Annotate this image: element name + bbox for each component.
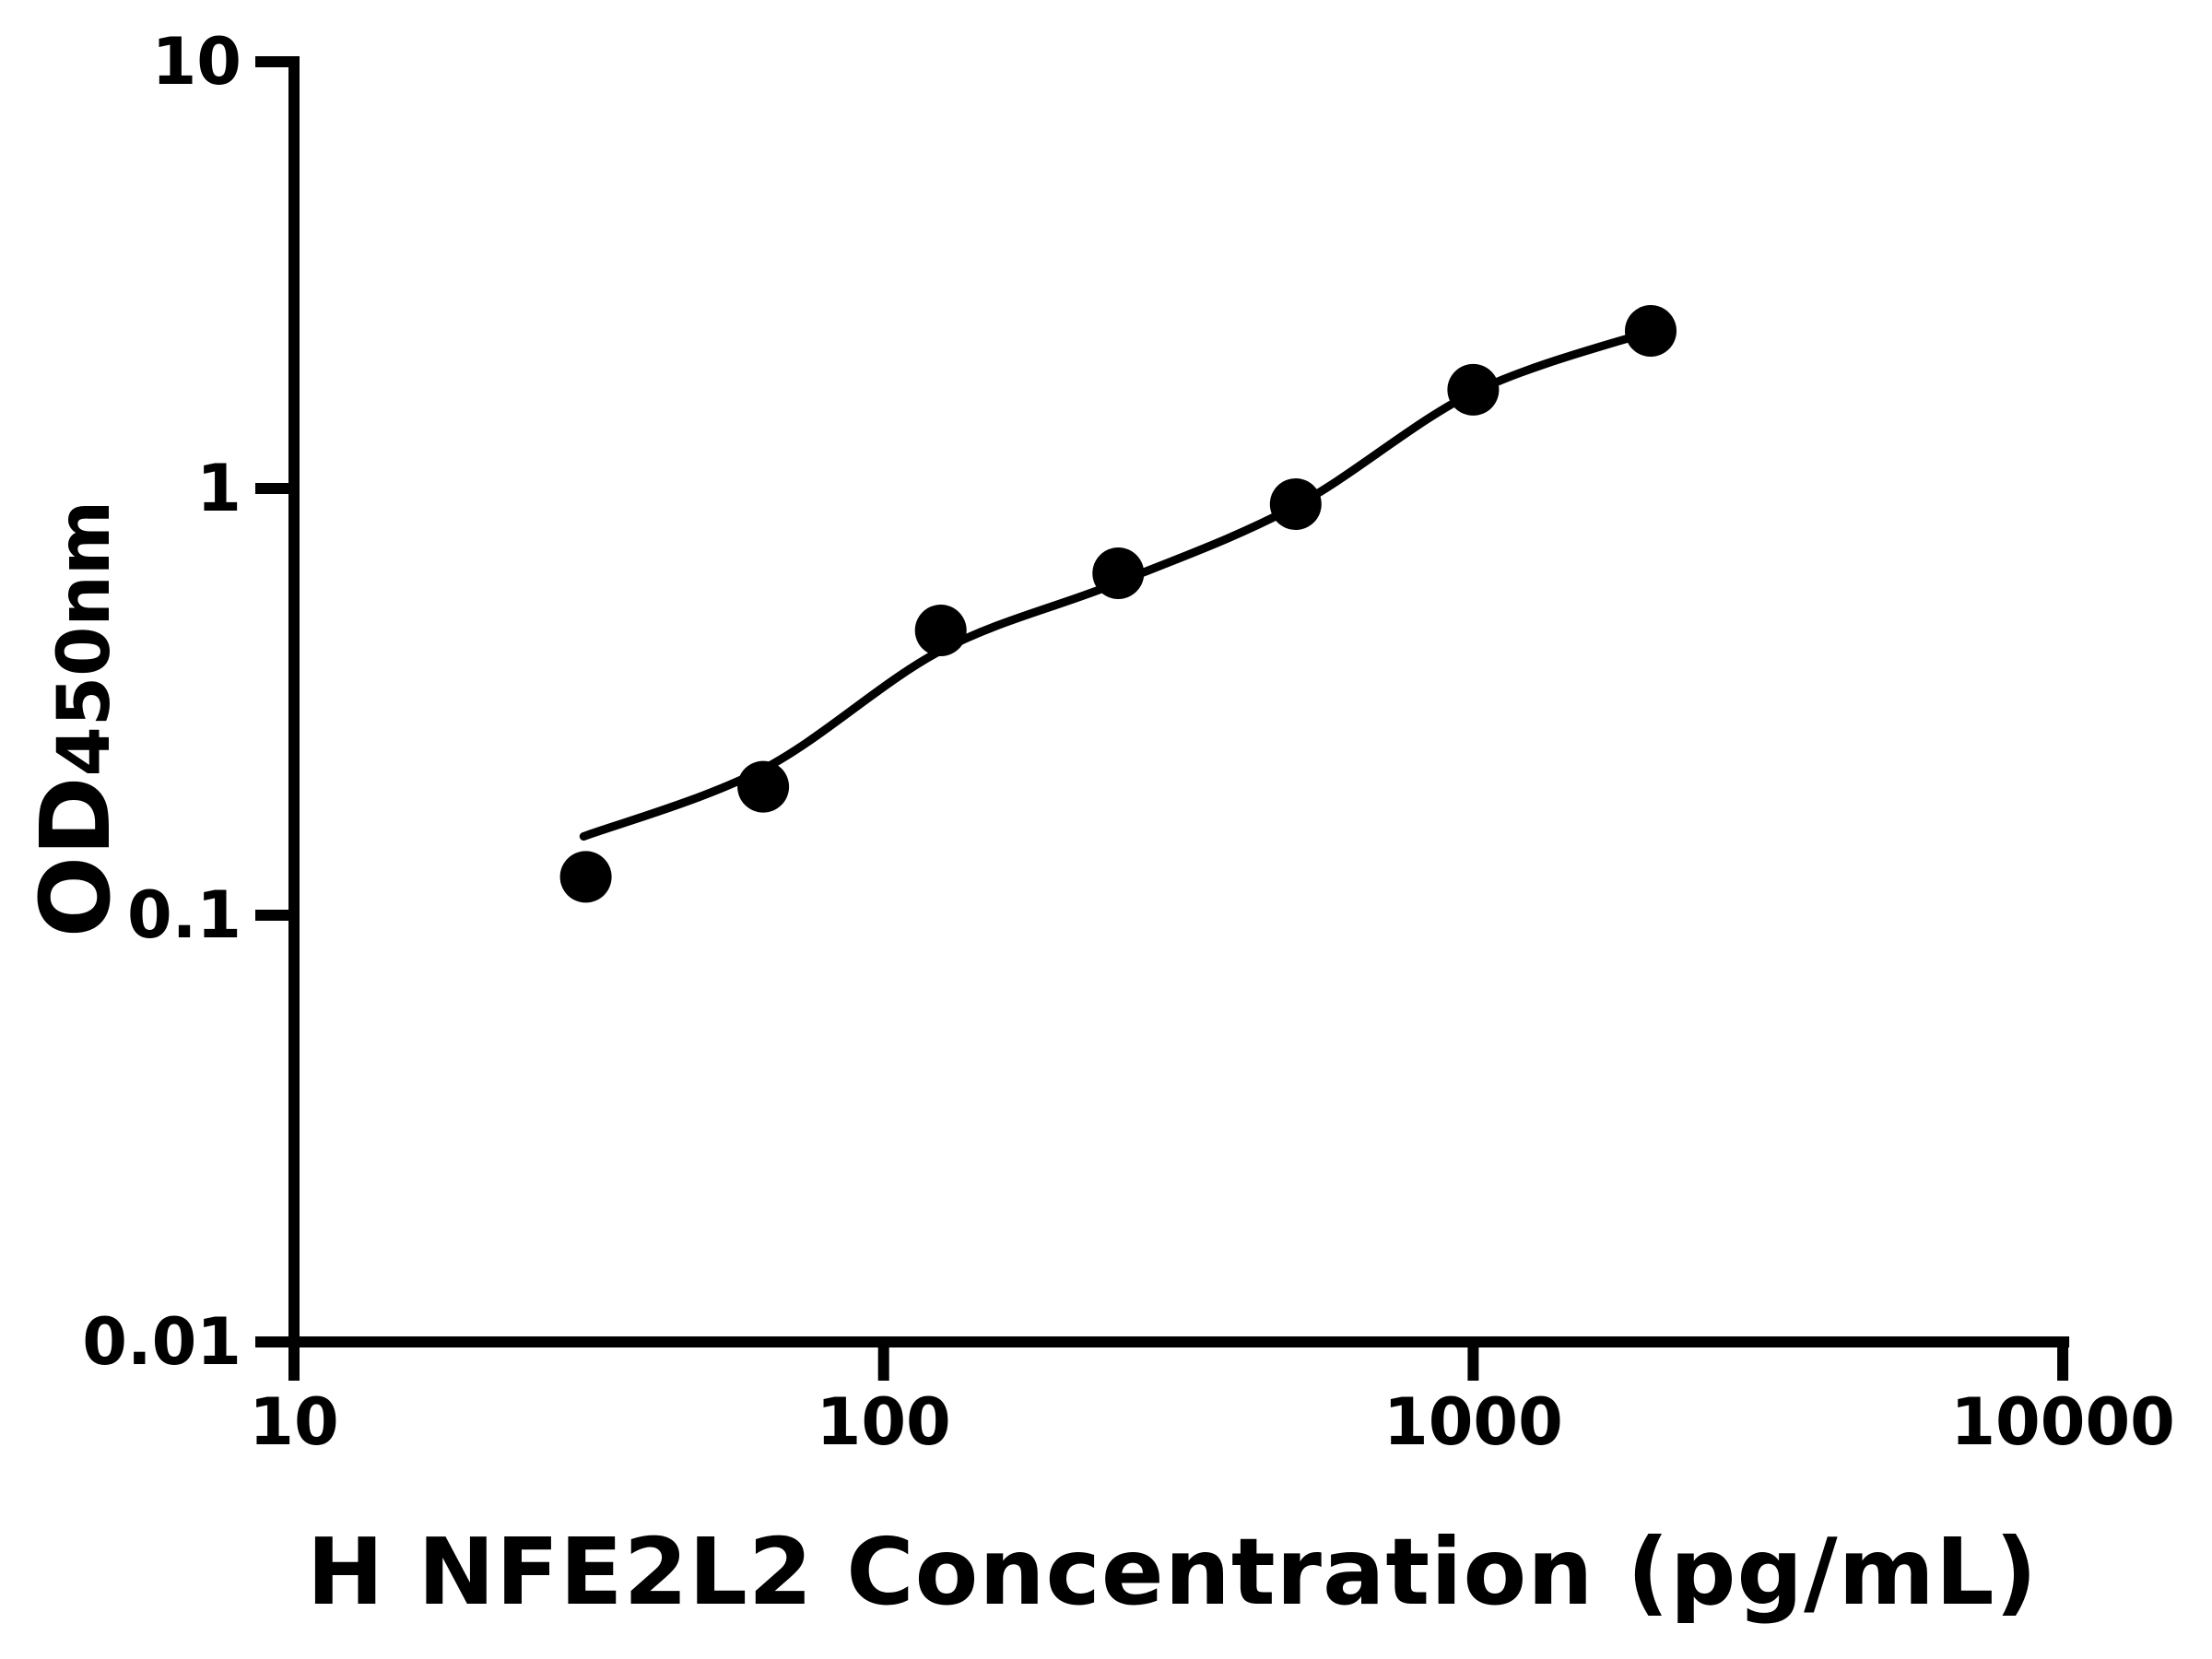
x-tick-label-10000: 10000 — [1950, 1384, 2175, 1460]
y-tick-label-0.1: 0.1 — [127, 877, 241, 953]
data-point — [1447, 363, 1500, 416]
y-tick-label-0.01: 0.01 — [82, 1304, 241, 1380]
data-point — [559, 851, 612, 903]
x-tick-label-10: 10 — [249, 1384, 338, 1460]
axes-layer: 10 100 1000 10000 10 1 0.1 0.01 — [82, 24, 2175, 1460]
y-tick-label-10: 10 — [152, 24, 241, 100]
y-axis-title-main: OD — [19, 776, 132, 937]
y-axis-title: OD450nm — [19, 500, 132, 937]
x-tick-label-1000: 1000 — [1383, 1384, 1563, 1460]
plot-layer — [559, 305, 1677, 903]
data-point — [914, 605, 967, 656]
data-point — [1625, 305, 1677, 357]
x-axis-title: H NFE2L2 Concentration (pg/mL) — [307, 1518, 2039, 1626]
data-point — [737, 760, 790, 813]
y-tick-label-1: 1 — [196, 451, 241, 526]
x-tick-label-100: 100 — [817, 1384, 951, 1460]
data-point — [1269, 478, 1322, 530]
data-point — [1092, 547, 1145, 599]
axis-spines — [288, 56, 2070, 1347]
labels-layer: H NFE2L2 Concentration (pg/mL) OD450nm — [19, 500, 2039, 1626]
y-axis-title-sub: 450nm — [43, 500, 126, 777]
